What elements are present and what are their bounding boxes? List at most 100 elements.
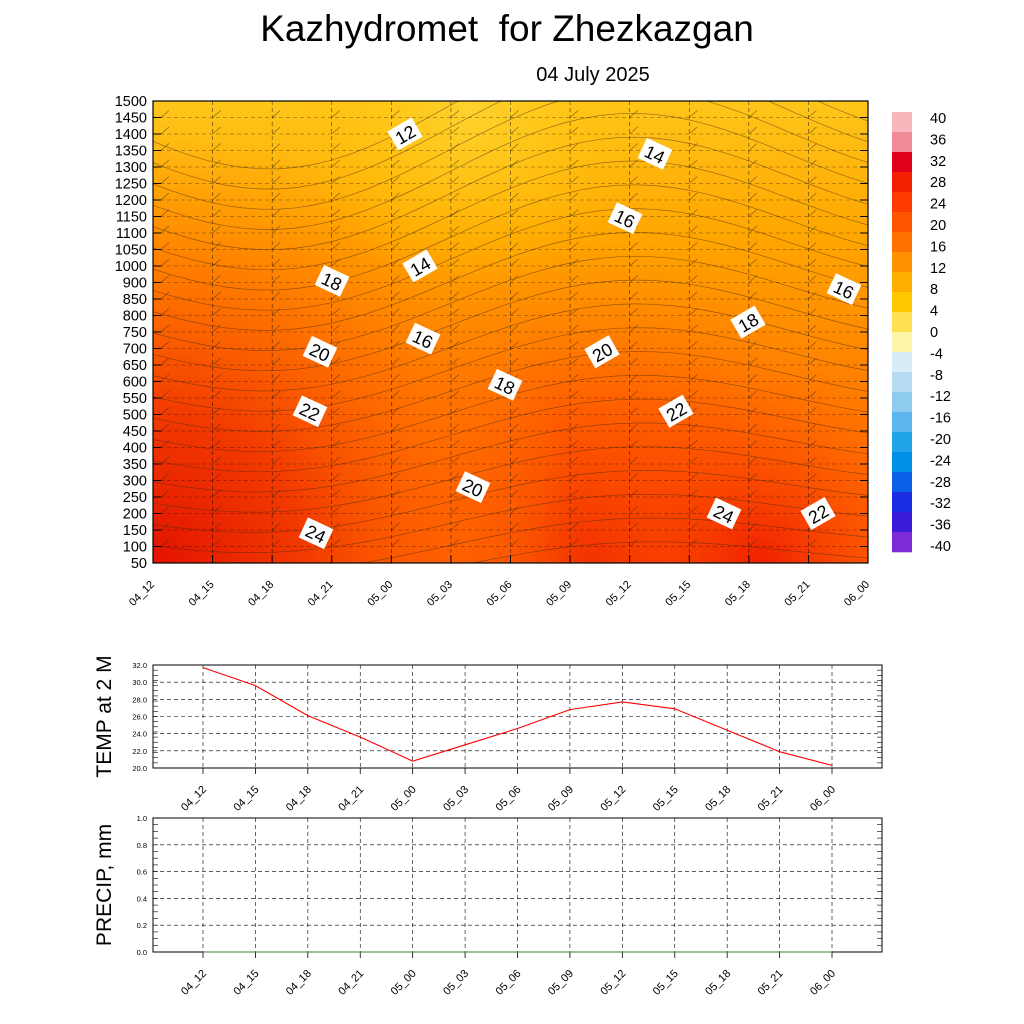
wind-barb [271,341,281,349]
wind-barb [808,101,809,102]
wind-barb [450,539,460,547]
wind-barb [331,101,333,102]
heatmap-ytick-label: 800 [123,309,147,325]
wind-barb [160,390,170,399]
wind-barb [867,463,868,464]
wind-barb [867,546,868,547]
wind-barb [271,522,281,531]
panel-ytick-label: 30.0 [132,678,147,687]
colorbar-tick-label: 4 [930,304,938,320]
panel-ylabel: PRECIP, mm [93,824,116,946]
contour-label-box [658,394,694,428]
wind-barb [689,258,698,267]
wind-barb [331,407,340,415]
contour-label-box [637,137,673,170]
wind-barb [748,209,758,217]
wind-barb [689,423,698,432]
wind-barb [331,258,340,267]
colorbar-tick-label: -4 [930,346,943,362]
colorbar-swatch [892,272,912,293]
wind-barb [867,150,868,151]
wind-barb [689,506,698,514]
wind-barb [510,456,519,465]
wind-barb [331,126,340,135]
wind-barb [748,159,758,168]
wind-barb [212,242,221,250]
wind-barb [331,522,340,531]
wind-barb [569,308,579,316]
panel-ytick-label: 0.2 [137,921,147,930]
wind-barb [808,341,817,349]
wind-barb [391,522,400,531]
wind-barb [160,374,170,382]
colorbar-tick-label: 12 [930,261,946,277]
wind-barb [689,192,698,201]
wind-barb [748,225,758,234]
wind-barb [391,506,400,514]
contour-label-box [298,517,334,550]
wind-barb [331,473,340,481]
wind-barb [569,456,579,465]
wind-barb [391,489,400,498]
wind-barb [629,357,638,366]
wind-barb [689,110,698,118]
wind-barb [569,242,579,250]
wind-barb [867,397,868,398]
wind-barb [160,522,170,531]
wind-barb [569,440,579,448]
wind-barb [391,390,400,399]
contour-label: 18 [487,368,523,401]
wind-barb [808,440,817,448]
wind-barb [331,242,340,250]
wind-barb [629,407,638,415]
wind-barb [450,192,460,201]
wind-barb [748,423,758,432]
wind-barb [629,126,638,135]
wind-barb [867,166,868,167]
wind-barb [867,199,868,200]
wind-barb [212,407,221,415]
wind-barb [808,275,817,283]
wind-barb [867,447,868,448]
wind-barb [867,216,868,217]
wind-barb [510,423,519,432]
wind-barb [808,390,817,399]
wind-barb [510,126,519,135]
wind-barb [748,126,758,135]
heatmap-ytick-label: 1300 [115,160,147,176]
panel-ytick-label: 20.0 [132,764,147,773]
wind-barb [331,489,340,498]
panel-ytick-label: 26.0 [132,713,147,722]
wind-barb [160,275,170,283]
wind-barb [569,506,579,514]
wind-barb [569,341,579,349]
wind-barb [391,341,400,349]
wind-barb [450,242,460,250]
wind-barb [391,456,400,465]
wind-barb [569,473,579,481]
heatmap-xtick-label: 05_06 [485,579,515,609]
wind-barb [160,539,170,547]
wind-barb [271,258,281,267]
wind-barb [748,407,758,415]
wind-barb [629,110,638,118]
panel-xtick-label: 04_18 [284,968,314,998]
wind-barb [271,159,281,168]
wind-barb [808,539,817,547]
wind-barb [391,192,400,201]
wind-barb [569,357,579,366]
wind-barb [331,440,340,448]
wind-barb [160,225,170,234]
wind-barb [689,539,698,547]
panel-xtick-label: 05_12 [598,784,628,814]
wind-barb [160,357,170,366]
wind-barb [867,513,868,514]
colorbar-swatch [892,252,912,273]
wind-barb [808,407,817,415]
heatmap-ytick-label: 600 [123,375,147,391]
heatmap-ytick-label: 1450 [115,111,147,127]
wind-barb [689,209,698,217]
wind-barb [867,249,868,250]
wind-barb [331,209,340,217]
colorbar-swatch [892,472,912,493]
